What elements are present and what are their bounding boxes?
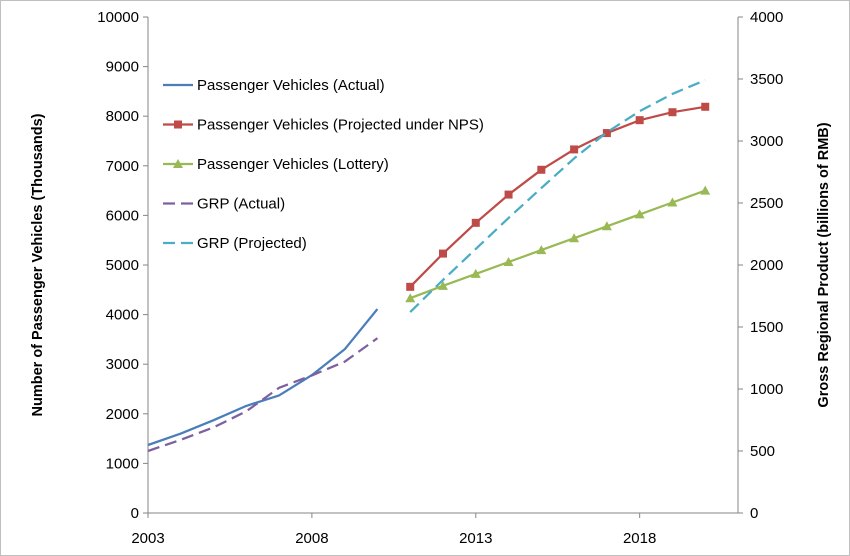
x-tick-label: 2008 — [295, 530, 328, 547]
right-y-tick-label: 3000 — [750, 133, 783, 150]
left-y-tick-label: 2000 — [106, 406, 139, 423]
right-y-tick-label: 0 — [750, 505, 758, 522]
legend-item-grp-actual: GRP (Actual) — [163, 196, 285, 213]
passenger-vehicles-lottery-point — [438, 280, 448, 290]
passenger-vehicles-lottery-point — [700, 185, 711, 195]
x-tick-label: 2018 — [623, 530, 656, 547]
legend: Passenger Vehicles (Actual) Passenger Veh… — [163, 77, 484, 252]
series-grp-actual — [147, 337, 379, 453]
series-passenger-vehicles-lottery — [405, 185, 711, 303]
legend-label: Passenger Vehicles (Actual) — [197, 77, 385, 94]
passenger-vehicles-lottery-line — [409, 189, 706, 300]
passenger-vehicles-lottery-point — [470, 268, 481, 278]
legend-label: GRP (Projected) — [197, 235, 307, 252]
legend-item-passenger-vehicles-projected-under-nps: Passenger Vehicles (Projected under NPS) — [163, 117, 484, 134]
right-y-tick-label: 500 — [750, 443, 775, 460]
legend-item-grp-projected: GRP (Projected) — [163, 235, 307, 252]
passenger-vehicles-projected-under-nps-point — [537, 165, 546, 174]
series — [147, 79, 711, 453]
passenger-vehicles-projected-under-nps-line — [409, 105, 706, 288]
left-y-tick-label: 1000 — [106, 455, 139, 472]
right-y-tick-label: 3500 — [750, 71, 783, 88]
x-tick-label: 2003 — [131, 530, 164, 547]
grp-projected-line — [409, 79, 706, 313]
legend-item-passenger-vehicles-actual: Passenger Vehicles (Actual) — [163, 77, 385, 94]
legend-point — [174, 120, 182, 129]
passenger-vehicles-lottery-point — [634, 209, 645, 219]
ticks: 0100020003000400050006000700080009000100… — [97, 9, 783, 547]
passenger-vehicles-projected-under-nps-point — [504, 190, 513, 199]
passenger-vehicles-projected-under-nps-point — [439, 249, 447, 258]
left-y-axis-title: Number of Passenger Vehicles (Thousands) — [30, 113, 46, 416]
passenger-vehicles-lottery-point — [569, 233, 580, 243]
left-y-tick-label: 8000 — [106, 108, 139, 125]
passenger-vehicles-projected-under-nps-point — [635, 116, 644, 125]
left-y-tick-label: 9000 — [106, 59, 139, 76]
passenger-vehicles-lottery-point — [536, 245, 547, 255]
left-y-tick-label: 0 — [131, 505, 139, 522]
left-y-tick-label: 3000 — [106, 356, 139, 373]
legend-label: Passenger Vehicles (Lottery) — [197, 156, 389, 173]
passenger-vehicles-lottery-point — [503, 257, 514, 267]
left-y-tick-label: 10000 — [97, 9, 139, 26]
left-y-tick-label: 6000 — [106, 207, 139, 224]
series-passenger-vehicles-actual — [147, 308, 379, 447]
right-y-tick-label: 4000 — [750, 9, 783, 26]
passenger-vehicles-lottery-point — [667, 197, 678, 207]
legend-item-passenger-vehicles-lottery: Passenger Vehicles (Lottery) — [163, 156, 389, 173]
legend-point — [173, 159, 183, 168]
passenger-vehicles-projected-under-nps-point — [668, 108, 677, 117]
right-y-tick-label: 2500 — [750, 195, 783, 212]
left-y-tick-label: 5000 — [106, 257, 139, 274]
passenger-vehicles-lottery-point — [405, 293, 416, 303]
passenger-vehicles-projected-under-nps-point — [701, 102, 710, 111]
passenger-vehicles-projected-under-nps-point — [570, 145, 579, 154]
passenger-vehicles-projected-under-nps-point — [471, 218, 480, 227]
passenger-vehicles-projected-under-nps-point — [602, 129, 611, 138]
right-y-tick-label: 1000 — [750, 381, 783, 398]
right-y-tick-label: 1500 — [750, 319, 783, 336]
grp-actual-line — [147, 337, 379, 453]
legend-label: Passenger Vehicles (Projected under NPS) — [197, 117, 484, 134]
legend-label: GRP (Actual) — [197, 196, 285, 213]
left-y-tick-label: 4000 — [106, 307, 139, 324]
left-y-tick-label: 7000 — [106, 158, 139, 175]
passenger-vehicles-projected-under-nps-point — [406, 282, 415, 291]
right-y-axis-title: Gross Regional Product (billions of RMB) — [816, 122, 832, 407]
passenger-vehicles-actual-line — [147, 308, 379, 447]
series-passenger-vehicles-projected-under-nps — [406, 102, 710, 291]
x-tick-label: 2013 — [459, 530, 492, 547]
right-y-tick-label: 2000 — [750, 257, 783, 274]
passenger-vehicles-lottery-point — [601, 221, 612, 231]
series-grp-projected — [409, 79, 706, 313]
